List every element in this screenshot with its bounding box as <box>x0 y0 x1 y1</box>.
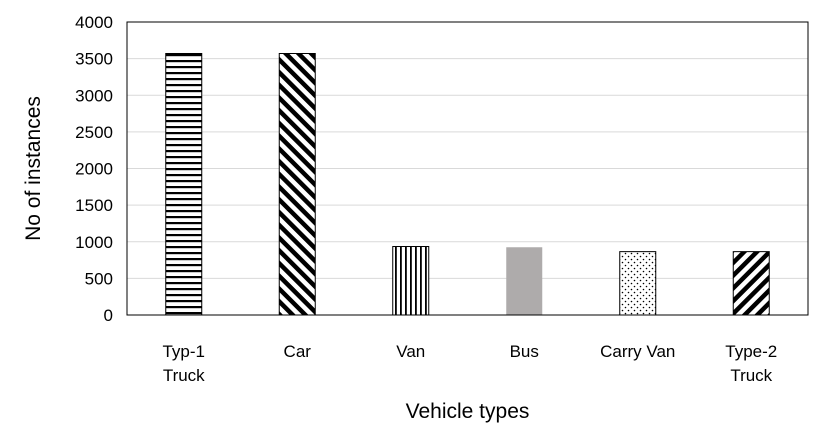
x-category-label: Type-2 Truck <box>725 342 777 385</box>
plot-frame <box>126 21 809 316</box>
y-tick-label: 1500 <box>75 196 113 215</box>
x-category-label: Bus <box>510 342 539 361</box>
y-tick-label: 500 <box>85 269 113 288</box>
bar-carry-van <box>619 251 657 316</box>
bar-typ-1-truck <box>165 52 203 316</box>
y-tick-label: 2500 <box>75 123 113 142</box>
x-category-label: Van <box>396 342 425 361</box>
x-axis-labels: Typ-1 Truck Car Van Bus Carry Van Type-2 Truck <box>162 342 777 385</box>
x-category-label: Car <box>284 342 312 361</box>
bar-type-2-truck <box>732 251 770 316</box>
y-axis-ticks: 0 500 1000 1500 2000 2500 3000 3500 4000 <box>75 13 113 325</box>
y-tick-label: 3000 <box>75 86 113 105</box>
y-tick-label: 4000 <box>75 13 113 32</box>
y-tick-label: 1000 <box>75 233 113 252</box>
gridlines <box>127 58 808 279</box>
bar-van <box>392 246 430 316</box>
x-axis-title: Vehicle types <box>406 400 530 423</box>
y-tick-label: 2000 <box>75 160 113 179</box>
x-category-label: Carry Van <box>600 342 675 361</box>
x-category-label: Typ-1 Truck <box>162 342 205 385</box>
y-axis-title: No of instances <box>22 96 45 241</box>
bar-car <box>278 52 316 316</box>
y-tick-label: 3500 <box>75 50 113 69</box>
bars <box>165 52 770 316</box>
bar-bus <box>506 247 543 315</box>
y-tick-label: 0 <box>104 306 113 325</box>
